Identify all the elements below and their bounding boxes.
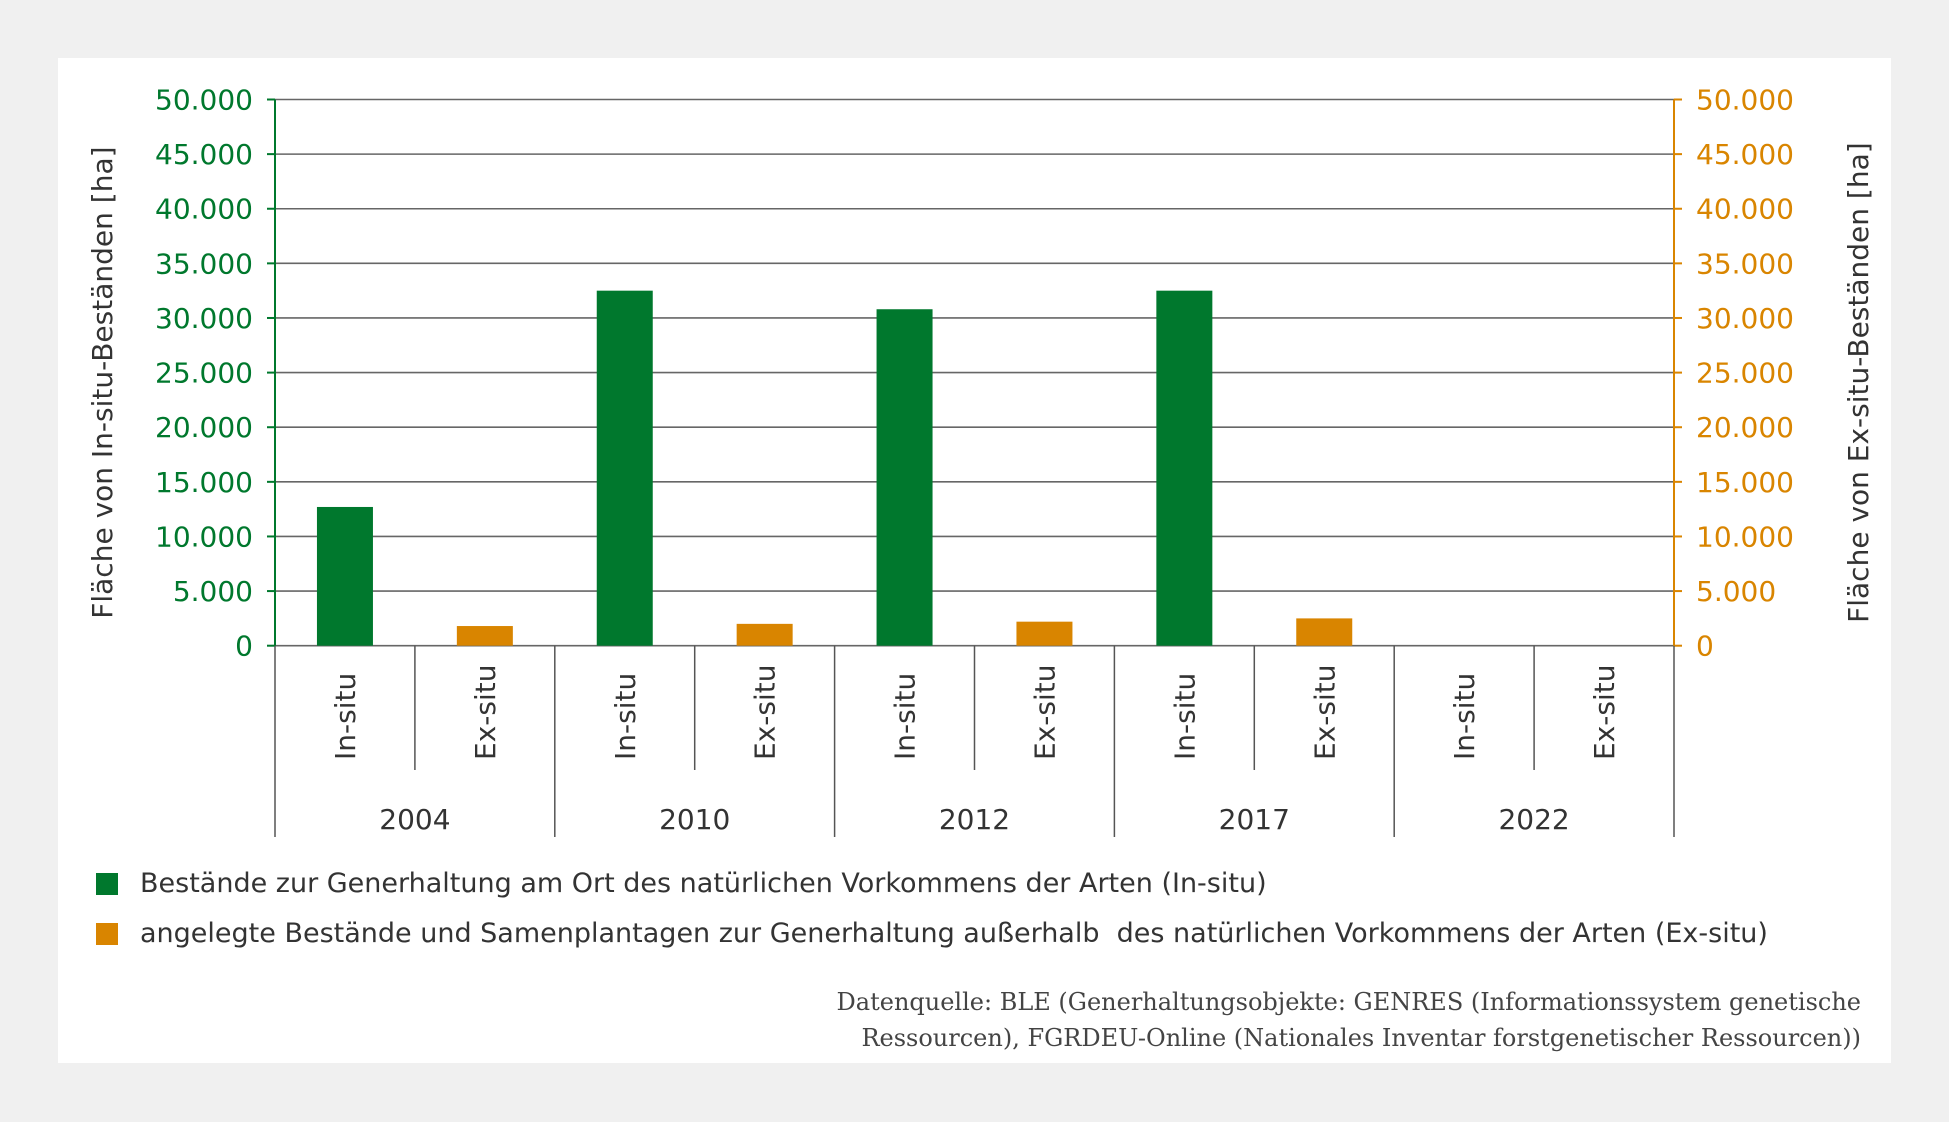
right-tick-label: 25.000 [1696,357,1794,390]
left-tick-label: 10.000 [155,520,253,553]
right-tick-label: 50.000 [1696,84,1794,117]
year-label: 2004 [379,803,450,836]
data-source: Datenquelle: BLE (Generhaltungsobjekte: … [837,984,1861,1056]
left-tick-label: 50.000 [155,84,253,117]
left-tick-label: 5.000 [173,575,253,608]
category-label-ex-situ: Ex-situ [469,665,502,760]
legend-label-ex-situ: angelegte Bestände und Samenplantagen zu… [140,918,1768,949]
right-tick-label: 10.000 [1696,520,1794,553]
left-tick-label: 35.000 [155,247,253,280]
left-tick-label: 0 [235,630,253,663]
year-label: 2012 [939,803,1010,836]
legend-swatch-in-situ [96,872,118,895]
left-tick-label: 20.000 [155,411,253,444]
category-label-in-situ: In-situ [889,673,922,760]
bar-ex-situ-2012 [1016,621,1073,646]
source-line-1: Datenquelle: BLE (Generhaltungsobjekte: … [836,988,1861,1016]
category-label-in-situ: In-situ [609,673,642,760]
category-label-in-situ: In-situ [1168,673,1201,760]
source-line-2: Ressourcen), FGRDEU-Online (Nationales I… [861,1024,1861,1052]
legend-swatch-ex-situ [96,922,118,945]
right-tick-label: 35.000 [1696,247,1794,280]
bar-in-situ-2004 [316,506,373,646]
bar-ex-situ-2017 [1296,618,1353,646]
category-label-ex-situ: Ex-situ [1308,665,1341,760]
legend-item-ex-situ: angelegte Bestände und Samenplantagen zu… [96,918,1768,949]
legend-label-in-situ: Bestände zur Generhaltung am Ort des nat… [140,868,1267,899]
right-tick-label: 45.000 [1696,138,1794,171]
left-tick-label: 15.000 [155,466,253,499]
right-tick-label: 30.000 [1696,302,1794,335]
right-tick-label: 15.000 [1696,466,1794,499]
right-tick-label: 40.000 [1696,193,1794,226]
left-tick-label: 30.000 [155,302,253,335]
right-axis-title: Fläche von Ex-situ-Beständen [ha] [1842,142,1875,623]
left-tick-label: 40.000 [155,193,253,226]
bar-ex-situ-2004 [456,626,513,646]
year-label: 2010 [659,803,730,836]
left-axis-title: Fläche von In-situ-Beständen [ha] [86,146,119,618]
bar-in-situ-2017 [1156,290,1213,646]
category-label-in-situ: In-situ [1448,673,1481,760]
right-tick-label: 5.000 [1696,575,1776,608]
year-label: 2022 [1498,803,1569,836]
right-tick-label: 20.000 [1696,411,1794,444]
left-tick-label: 25.000 [155,357,253,390]
category-label-ex-situ: Ex-situ [1588,665,1621,760]
bar-ex-situ-2010 [736,623,793,646]
year-label: 2017 [1219,803,1290,836]
bar-in-situ-2012 [876,309,933,646]
category-label-ex-situ: Ex-situ [749,665,782,760]
category-label-in-situ: In-situ [329,673,362,760]
right-tick-label: 0 [1696,630,1714,663]
legend-item-in-situ: Bestände zur Generhaltung am Ort des nat… [96,868,1267,899]
category-label-ex-situ: Ex-situ [1028,665,1061,760]
bar-in-situ-2010 [596,290,653,646]
left-tick-label: 45.000 [155,138,253,171]
